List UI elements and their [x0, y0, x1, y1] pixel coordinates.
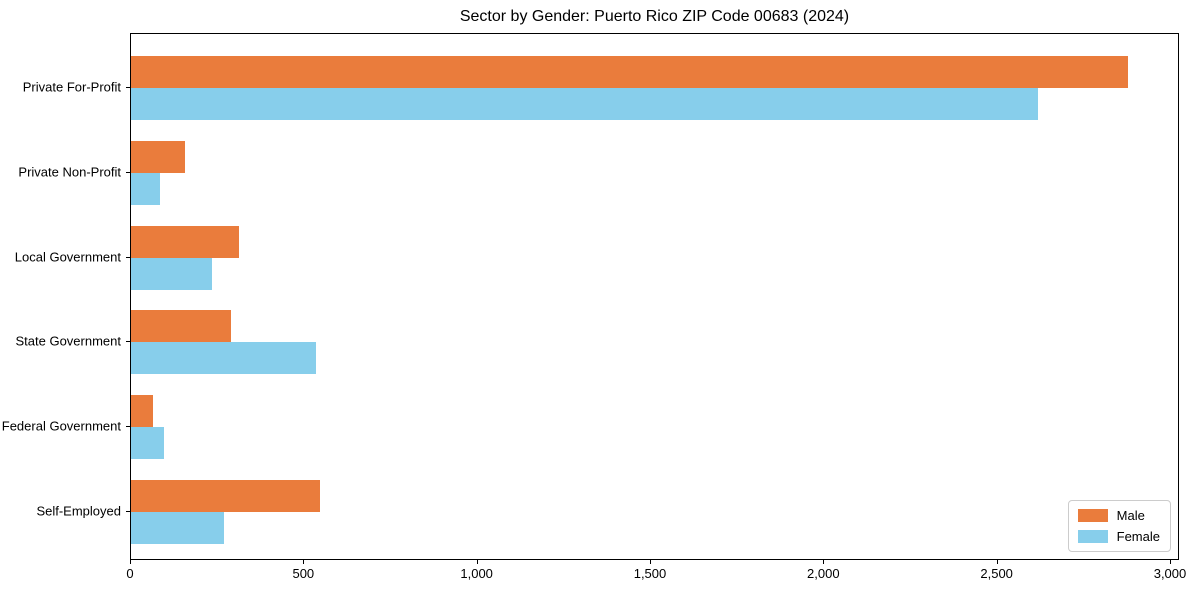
y-tick-label: Private For-Profit — [22, 79, 121, 95]
y-tick-label: Local Government — [14, 249, 121, 265]
x-tick-mark — [649, 560, 651, 564]
legend-swatch-female — [1077, 530, 1108, 543]
y-tick-mark — [126, 341, 130, 343]
x-tick-mark — [303, 560, 305, 564]
bar-male-3 — [131, 310, 231, 343]
bar-male-4 — [131, 395, 154, 428]
x-tick-mark — [476, 560, 478, 564]
x-tick-mark — [996, 560, 998, 564]
y-tick-label: State Government — [15, 333, 122, 349]
y-tick-mark — [126, 511, 130, 512]
legend-entry-male: Male — [1077, 508, 1160, 523]
bar-female-1 — [131, 172, 161, 205]
bar-male-2 — [131, 225, 239, 258]
legend-entry-female: Female — [1077, 529, 1160, 544]
x-tick-label: 2,000 — [807, 566, 840, 581]
x-tick-label: 3,000 — [1153, 566, 1187, 581]
bar-female-3 — [131, 342, 317, 375]
x-tick-label: 1,500 — [633, 566, 667, 581]
bar-male-0 — [131, 56, 1129, 88]
plot-area: Male Female — [130, 33, 1179, 560]
legend-label-male: Male — [1116, 508, 1145, 523]
x-tick-mark — [1169, 560, 1171, 564]
y-tick-mark — [126, 426, 130, 428]
y-tick-label: Federal Government — [1, 418, 121, 434]
bar-male-1 — [131, 140, 185, 173]
x-tick-mark — [130, 560, 131, 564]
x-tick-label: 1,000 — [460, 566, 493, 581]
bar-female-0 — [131, 88, 1039, 120]
y-tick-mark — [126, 87, 130, 88]
x-tick-label: 500 — [292, 566, 315, 581]
bar-female-5 — [131, 512, 225, 544]
bar-male-5 — [131, 480, 320, 512]
legend-swatch-male — [1077, 509, 1108, 522]
bar-female-4 — [131, 427, 164, 460]
y-tick-label: Private Non-Profit — [18, 164, 121, 180]
x-tick-mark — [823, 560, 825, 564]
bar-female-2 — [131, 257, 212, 290]
y-tick-mark — [126, 256, 130, 258]
x-tick-label: 2,500 — [980, 566, 1013, 581]
legend-label-female: Female — [1116, 529, 1160, 544]
y-tick-label: Self-Employed — [36, 503, 121, 519]
y-tick-mark — [126, 171, 130, 173]
legend: Male Female — [1067, 500, 1171, 552]
x-tick-label: 0 — [126, 566, 134, 581]
chart-title: Sector by Gender: Puerto Rico ZIP Code 0… — [459, 8, 850, 25]
